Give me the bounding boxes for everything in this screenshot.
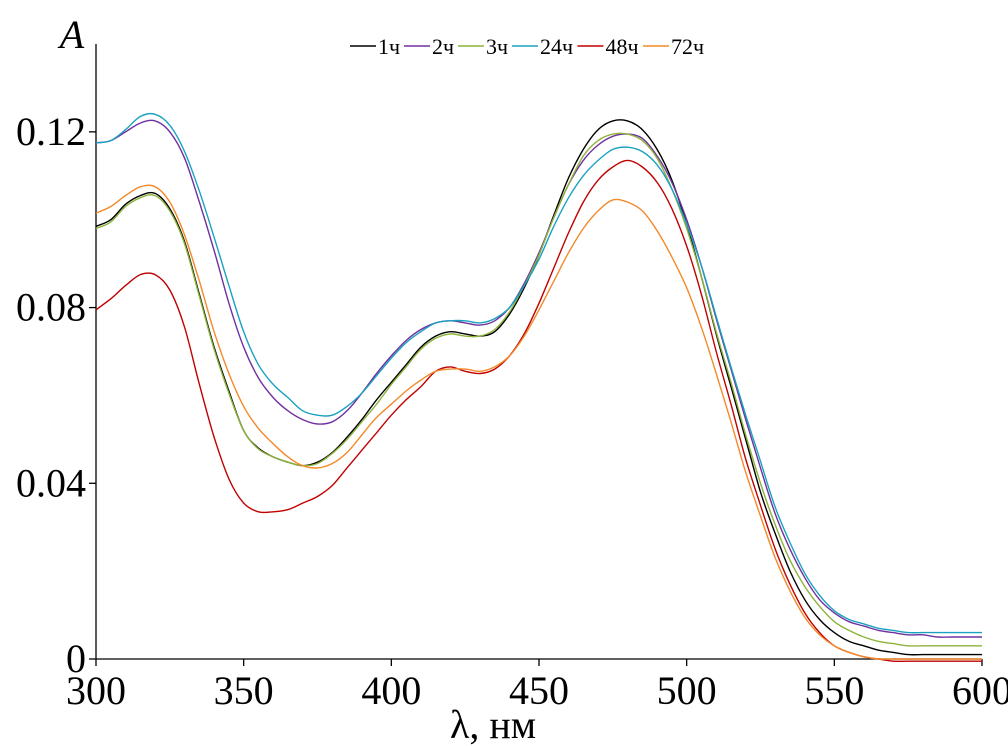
legend-label: 3ч xyxy=(486,34,508,59)
legend-label: 72ч xyxy=(671,34,704,59)
series-line-1ч xyxy=(95,119,982,656)
series-line-72ч xyxy=(95,184,982,660)
x-tick-label: 400 xyxy=(361,668,421,713)
x-tick-label: 350 xyxy=(214,668,274,713)
series-line-24ч xyxy=(95,112,982,634)
x-tick-label: 600 xyxy=(952,668,1008,713)
y-axis-title: A xyxy=(57,12,85,57)
y-tick-label: 0 xyxy=(66,636,86,681)
x-tick-label: 450 xyxy=(509,668,569,713)
series-layer xyxy=(95,112,982,663)
legend-label: 1ч xyxy=(378,34,400,59)
legend-label: 48ч xyxy=(606,34,639,59)
x-tick-label: 550 xyxy=(804,668,864,713)
x-tick-label: 500 xyxy=(657,668,717,713)
y-tick-label: 0.12 xyxy=(16,109,86,154)
legend-label: 2ч xyxy=(432,34,454,59)
series-line-3ч xyxy=(95,132,982,647)
legend: 1ч 2ч 3ч 24ч 48ч 72ч xyxy=(350,34,704,59)
y-tick-label: 0.08 xyxy=(16,285,86,330)
axes: 300 350 400 450 500 550 600 0 0.04 0.08 0.12 xyxy=(16,44,1008,713)
x-axis-title: λ, нм xyxy=(450,702,536,746)
y-tick-label: 0.04 xyxy=(16,460,86,505)
series-line-48ч xyxy=(95,159,982,663)
x-tick-label: 300 xyxy=(66,668,126,713)
legend-label: 24ч xyxy=(540,34,573,59)
series-line-2ч xyxy=(95,119,982,638)
